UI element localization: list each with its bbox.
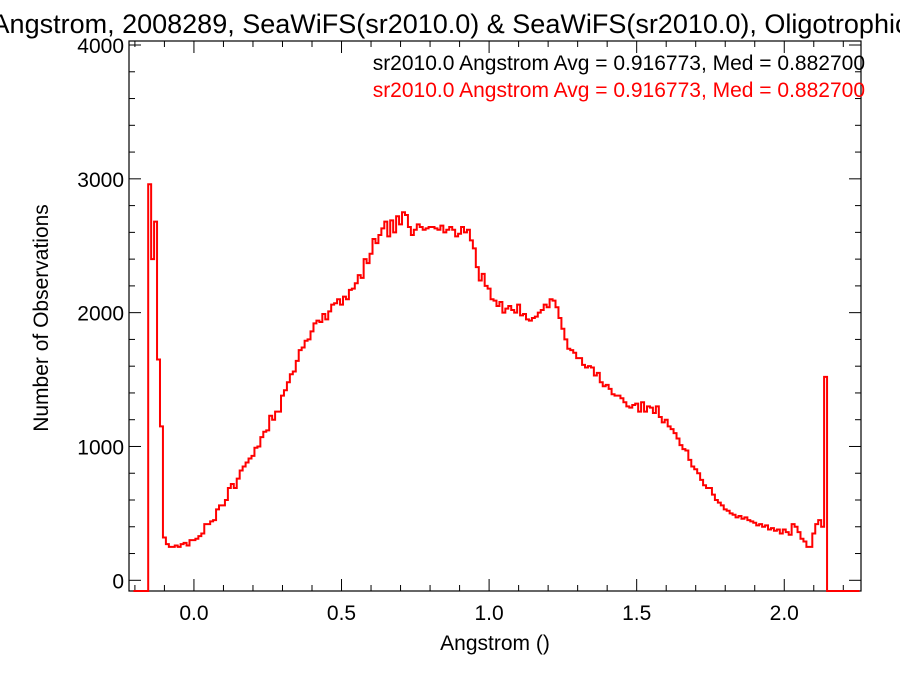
x-tick-label: 2.0 <box>770 602 799 625</box>
y-tick-label: 3000 <box>77 169 124 192</box>
y-tick-label: 1000 <box>77 436 124 459</box>
y-tick-label: 4000 <box>77 35 124 58</box>
axis-ticks <box>129 41 861 591</box>
x-tick-label: 0.5 <box>327 602 356 625</box>
y-tick-label: 0 <box>112 570 124 593</box>
plot-frame <box>128 40 862 592</box>
x-tick-label: 1.0 <box>474 602 503 625</box>
plot-area <box>128 40 862 592</box>
stats-annotation-red: sr2010.0 Angstrom Avg = 0.916773, Med = … <box>373 79 865 102</box>
x-tick-label: 1.5 <box>622 602 651 625</box>
x-axis-label: Angstrom () <box>440 632 550 655</box>
x-tick-label: 0.0 <box>179 602 208 625</box>
histogram-series-line <box>133 183 860 592</box>
stats-annotation-black: sr2010.0 Angstrom Avg = 0.916773, Med = … <box>373 52 865 75</box>
y-axis-label: Number of Observations <box>30 204 53 432</box>
tick-labels: 0.0 0.5 1.0 1.5 2.0 0 1000 2000 3000 4000 <box>77 35 799 625</box>
chart-title: Angstrom, 2008289, SeaWiFS(sr2010.0) & S… <box>0 9 900 39</box>
y-tick-label: 2000 <box>77 303 124 326</box>
